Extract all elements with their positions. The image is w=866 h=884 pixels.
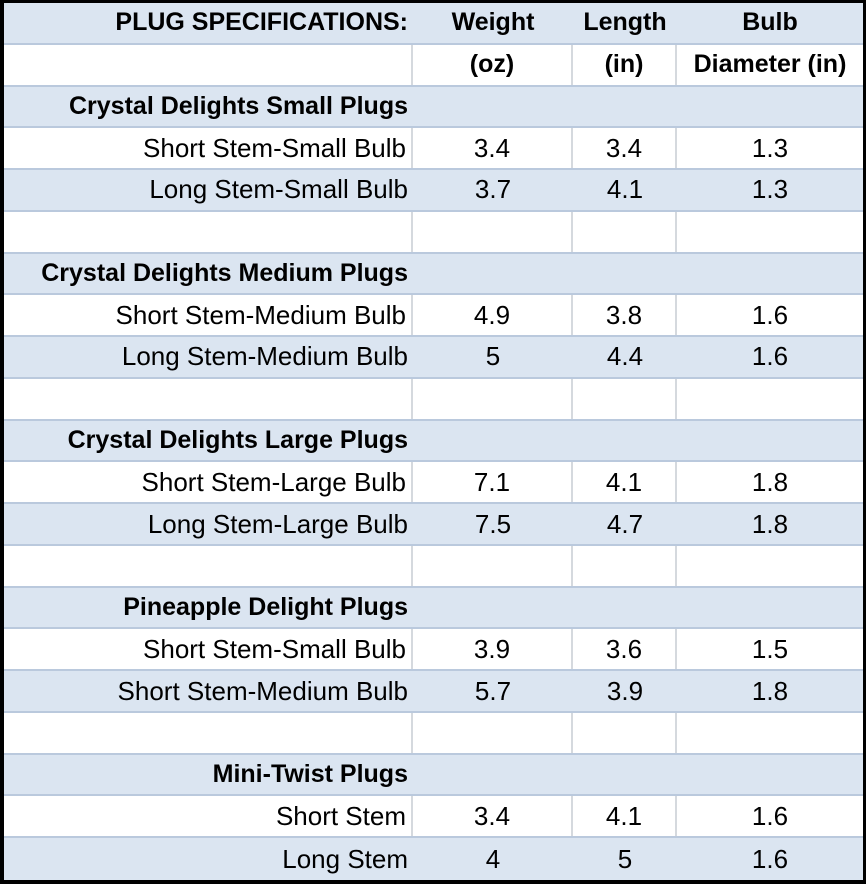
unit-weight: (oz) — [413, 44, 573, 85]
table-row: Long Stem-Small Bulb 3.7 4.1 1.3 — [4, 170, 863, 212]
cell-diameter: 1.8 — [751, 508, 789, 539]
table-row: Short Stem 3.4 4.1 1.6 — [4, 796, 863, 839]
spacer-row — [4, 545, 863, 588]
section-header-row: Crystal Delights Small Plugs — [4, 86, 863, 129]
cell-weight: 3.9 — [413, 629, 573, 670]
row-label: Short Stem-Small Bulb — [4, 629, 413, 670]
column-header-length: Length — [583, 8, 667, 37]
cell-diameter: 1.6 — [751, 299, 789, 330]
cell-length: 4.4 — [606, 341, 644, 372]
unit-diameter: Diameter (in) — [693, 50, 847, 79]
cell-diameter: 1.8 — [751, 675, 789, 706]
cell-length: 4.1 — [573, 462, 677, 503]
table-row: Short Stem-Small Bulb 3.9 3.6 1.5 — [4, 629, 863, 672]
row-label: Short Stem-Large Bulb — [4, 462, 413, 503]
cell-diameter: 1.6 — [751, 341, 789, 372]
section-title: Crystal Delights Large Plugs — [67, 425, 408, 454]
table-row: Short Stem-Large Bulb 7.1 4.1 1.8 — [4, 462, 863, 505]
section-title: Mini-Twist Plugs — [212, 760, 408, 789]
row-label: Short Stem — [4, 796, 413, 837]
cell-diameter: 1.6 — [751, 800, 789, 831]
cell-diameter: 1.8 — [751, 466, 789, 497]
table-row: Short Stem-Medium Bulb 4.9 3.8 1.6 — [4, 295, 863, 338]
section-title: Pineapple Delight Plugs — [123, 593, 408, 622]
section-header-row: Crystal Delights Large Plugs — [4, 420, 863, 463]
column-header-weight: Weight — [451, 8, 535, 37]
row-label: Short Stem-Medium Bulb — [4, 295, 413, 336]
section-header-row: Crystal Delights Medium Plugs — [4, 253, 863, 296]
spacer-row — [4, 211, 863, 254]
table-row: Long Stem-Medium Bulb 5 4.4 1.6 — [4, 337, 863, 379]
cell-diameter: 1.6 — [751, 843, 789, 874]
row-label: Long Stem — [282, 843, 408, 874]
section-title: Crystal Delights Small Plugs — [69, 91, 408, 120]
table-units-row: (oz) (in) Diameter (in) — [4, 44, 863, 87]
cell-weight: 3.4 — [413, 128, 573, 169]
section-title: Crystal Delights Medium Plugs — [41, 258, 408, 287]
row-label: Short Stem-Small Bulb — [4, 128, 413, 169]
cell-length: 4.1 — [573, 796, 677, 837]
cell-weight: 5.7 — [474, 675, 512, 706]
cell-weight: 4.9 — [413, 295, 573, 336]
row-label: Long Stem-Small Bulb — [149, 174, 408, 205]
table-row: Short Stem-Small Bulb 3.4 3.4 1.3 — [4, 128, 863, 171]
table-row: Short Stem-Medium Bulb 5.7 3.9 1.8 — [4, 671, 863, 713]
section-header-row: Mini-Twist Plugs — [4, 754, 863, 797]
row-label: Long Stem-Medium Bulb — [121, 341, 408, 372]
spacer-row — [4, 712, 863, 755]
cell-weight: 3.4 — [413, 796, 573, 837]
cell-length: 4.7 — [606, 508, 644, 539]
cell-length: 4.1 — [606, 174, 644, 205]
cell-weight: 3.7 — [474, 174, 512, 205]
cell-length: 3.4 — [573, 128, 677, 169]
row-label: Long Stem-Large Bulb — [147, 508, 408, 539]
cell-length: 3.9 — [606, 675, 644, 706]
units-empty-cell — [4, 44, 413, 85]
cell-length: 3.6 — [573, 629, 677, 670]
table-row: Long Stem-Large Bulb 7.5 4.7 1.8 — [4, 504, 863, 546]
cell-length: 5 — [617, 843, 633, 874]
spacer-row — [4, 378, 863, 421]
unit-length: (in) — [573, 44, 677, 85]
cell-diameter: 1.3 — [751, 174, 789, 205]
table-row: Long Stem 4 5 1.6 — [4, 838, 863, 880]
cell-diameter: 1.5 — [751, 633, 789, 664]
row-label: Short Stem-Medium Bulb — [117, 675, 408, 706]
cell-weight: 7.1 — [413, 462, 573, 503]
table-header-row: PLUG SPECIFICATIONS: Weight Length Bulb — [4, 3, 863, 45]
cell-diameter: 1.3 — [751, 132, 789, 163]
cell-weight: 5 — [485, 341, 501, 372]
column-header-diameter: Bulb — [742, 8, 798, 37]
section-header-row: Pineapple Delight Plugs — [4, 587, 863, 630]
cell-weight: 7.5 — [474, 508, 512, 539]
cell-length: 3.8 — [573, 295, 677, 336]
cell-weight: 4 — [485, 843, 501, 874]
table-title: PLUG SPECIFICATIONS: — [115, 8, 408, 37]
